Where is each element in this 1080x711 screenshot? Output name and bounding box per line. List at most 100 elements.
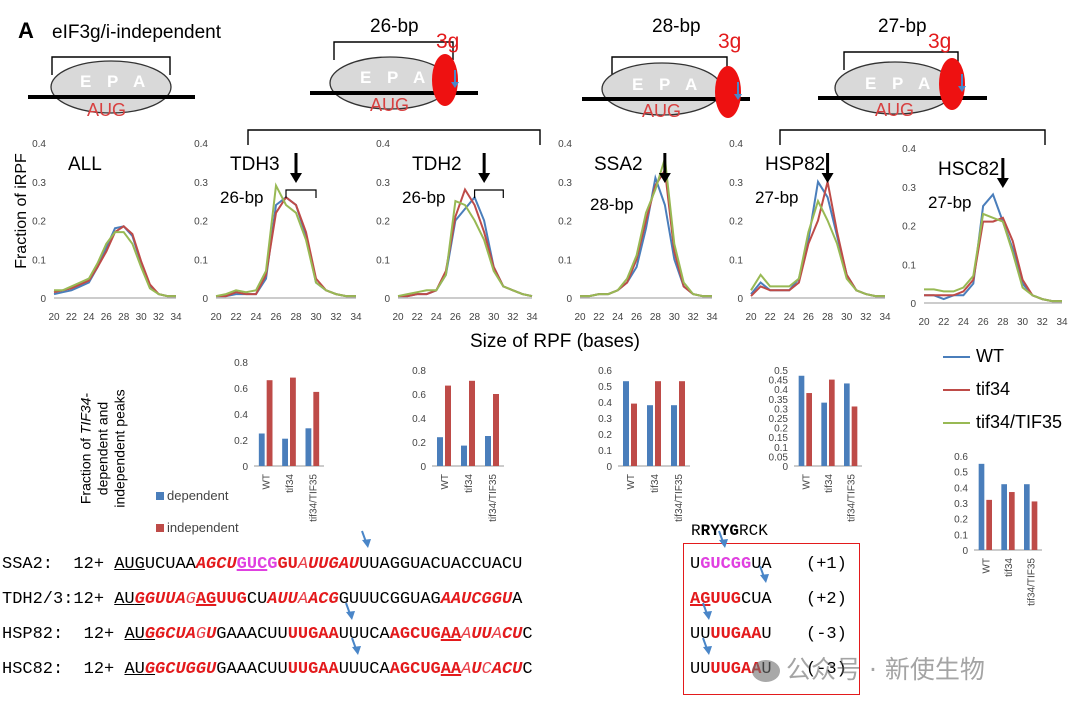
series-line-tif34-tif35 (397, 199, 533, 298)
cleavage-arrowhead-icon (734, 94, 742, 100)
y-tick-label: 0.4 (774, 385, 788, 396)
seq-red: ACU (491, 660, 523, 679)
y-tick-label: 0.3 (194, 178, 208, 189)
gene-name: HSP82: (2, 625, 64, 644)
cut-site-arrowhead-icon (760, 574, 769, 583)
chart-title: SSA2 (594, 154, 643, 175)
start-codon: AUG (875, 100, 915, 120)
seq-red-thin: A (297, 555, 309, 574)
category-label: tif34 (650, 474, 661, 493)
factor-3g-label: 3g (436, 30, 460, 53)
bar-dependent (647, 405, 653, 466)
y-tick-label: 0.2 (774, 424, 788, 435)
y-tick-label: 0 (606, 462, 612, 473)
site-p: P (892, 74, 904, 93)
bar-dependent (282, 438, 288, 466)
x-tick-label: 24 (784, 312, 796, 323)
x-tick-label: 24 (83, 312, 95, 323)
seq-red: U (471, 660, 482, 679)
y-tick-label: 0 (566, 294, 572, 305)
bar-legend-independent-swatch (156, 524, 164, 532)
y-tick-label: 0 (202, 294, 208, 305)
seq-red: GU (277, 555, 298, 574)
site-a: A (685, 75, 698, 94)
seq-red: AGCU (195, 555, 237, 574)
seq-red: UUGAA (287, 660, 339, 679)
chart-title: TDH2 (412, 154, 462, 175)
seq-red: GCUGGU (155, 660, 217, 679)
seq-red: AGCUG (389, 625, 441, 644)
x-tick-label: 20 (392, 312, 404, 323)
seq-magenta: GUCGG (700, 555, 752, 574)
x-tick-label: 28 (469, 312, 481, 323)
seq-red: AUU (267, 590, 298, 609)
schematic-label-hsp: 27-bp (878, 16, 927, 37)
bar-dependent (305, 428, 312, 466)
x-tick-label: 28 (290, 312, 302, 323)
cut-site-arrowhead-icon (362, 539, 371, 548)
x-tick-label: 34 (170, 312, 182, 323)
peak-arrowhead-icon (996, 178, 1009, 188)
seq-plain: UCUAA (144, 555, 196, 574)
motif-r: R (691, 522, 701, 540)
chart-title: TDH3 (230, 154, 280, 175)
offset-tdh: (+2) (806, 590, 847, 609)
bar-dependent (623, 381, 629, 466)
seq-plain: C (522, 625, 533, 644)
site-e: E (865, 74, 877, 93)
line-chart-hsc82: 0 0.1 0.2 0.3 0.4 20 22 24 26 28 30 32 34 HSC82 27-bp (902, 144, 1068, 328)
category-label: WT (440, 474, 451, 490)
x-tick-label: 32 (688, 312, 700, 323)
chart-title: HSP82 (765, 154, 825, 175)
x-tick-label: 22 (66, 312, 78, 323)
x-tick-label: 30 (841, 312, 853, 323)
y-tick-label: 0.6 (234, 384, 248, 395)
bar-independent (851, 406, 858, 466)
site-a: A (413, 68, 426, 87)
x-axis-label: Size of RPF (bases) (470, 331, 640, 352)
y-tick-label: 0.05 (769, 452, 789, 463)
category-label: WT (626, 474, 637, 490)
seq-plain: UU (690, 660, 711, 679)
site-a: A (133, 72, 146, 91)
y-tick-label: 0.1 (729, 255, 743, 266)
seq-magenta: GUC (236, 555, 268, 574)
gene-name: HSC82: (2, 660, 64, 679)
footprint-size-label: 26-bp (220, 188, 263, 207)
site-e: E (360, 68, 372, 87)
motif-end: RCK (739, 522, 768, 540)
factor-3g-label: 3g (928, 30, 952, 53)
seq-red: UUGAA (710, 625, 762, 644)
category-label: tif34/TIF35 (1027, 558, 1038, 606)
bar-independent (631, 403, 637, 466)
y-tick-label: 0.4 (194, 139, 208, 150)
bar-independent (493, 394, 499, 466)
bar-independent (829, 379, 835, 466)
chart-title: HSC82 (938, 159, 999, 180)
bar-dependent (485, 436, 491, 466)
x-tick-label: 26 (631, 312, 643, 323)
seq-red: G (134, 590, 145, 609)
x-tick-label: 28 (650, 312, 662, 323)
motif-seq-tdh: AGUUGCUA (690, 590, 772, 609)
start-codon-seq: AU (114, 590, 135, 609)
y-tick-label: 0.3 (376, 178, 390, 189)
y-tick-label: 0.15 (769, 433, 789, 444)
x-tick-label: 22 (230, 312, 242, 323)
watermark: 公众号 · 新使生物 (752, 650, 985, 686)
footprint-size-label: 27-bp (755, 188, 798, 207)
x-tick-label: 28 (822, 312, 834, 323)
bar-independent (1009, 492, 1015, 550)
start-codon-seq: AU (124, 660, 145, 679)
y-tick-label: 0 (420, 462, 426, 473)
y-tick-label: 0.1 (902, 260, 916, 271)
ribosome-bracket (611, 56, 728, 75)
seq-plain: UUUCA (338, 660, 390, 679)
site-p: P (659, 75, 671, 94)
line-chart-hsp82: 0 0.1 0.2 0.3 0.4 20 22 24 26 28 30 32 34 HSP82 27-bp (729, 139, 891, 323)
category-label: tif34 (285, 474, 296, 493)
read-count: 12+ (83, 660, 115, 679)
chart-title: ALL (68, 154, 102, 175)
